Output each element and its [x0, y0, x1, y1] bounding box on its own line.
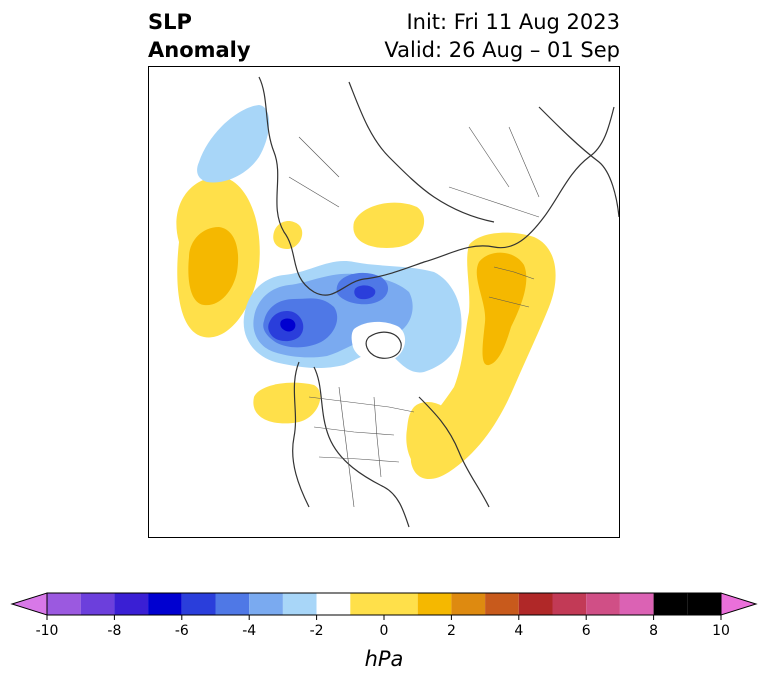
positive-anomaly-hudson: [273, 221, 303, 249]
valid-range: Valid: 26 Aug – 01 Sep: [384, 38, 620, 62]
colorbar-ticks: -10 -8 -6 -4 -2 0 2 4 6 8 10: [36, 615, 730, 639]
coastlines: [258, 76, 619, 528]
positive-anomaly-layer: [176, 177, 556, 480]
colorbar-tick-label: -8: [107, 623, 121, 639]
title-left: SLP Anomaly: [148, 8, 251, 64]
colorbar-tick-label: -4: [242, 623, 256, 639]
map-panel: [148, 66, 620, 538]
colorbar-segment: [316, 593, 351, 615]
positive-anomaly-siberia-core: [476, 252, 527, 366]
colorbar-segment: [47, 593, 81, 615]
title-right: Init: Fri 11 Aug 2023 Valid: 26 Aug – 01…: [384, 8, 620, 64]
positive-anomaly-nepac: [253, 382, 321, 424]
colorbar-segment: [249, 593, 283, 615]
title-field-name: SLP: [148, 10, 192, 34]
colorbar-tick-label: 6: [582, 623, 591, 639]
colorbar-segment: [619, 593, 654, 615]
init-date: Init: Fri 11 Aug 2023: [406, 10, 620, 34]
colorbar-segment: [282, 593, 317, 615]
colorbar-segment: [148, 593, 182, 615]
colorbar-tick-label: 0: [380, 623, 389, 639]
colorbar-tick-label: 2: [447, 623, 456, 639]
colorbar-tick-label: -10: [36, 623, 59, 639]
colorbar-unit-label: hPa: [364, 647, 404, 671]
colorbar-segment: [215, 593, 250, 615]
colorbar-tick-label: 4: [514, 623, 523, 639]
colorbar-segment: [518, 593, 553, 615]
negative-anomaly-alaska-gulf: [197, 105, 270, 183]
negative-anomaly-center: [280, 318, 296, 332]
colorbar-segment: [350, 593, 418, 615]
colorbar-segment: [653, 593, 688, 615]
colorbar-segment: [586, 593, 620, 615]
colorbar: -10 -8 -6 -4 -2 0 2 4 6 8 10: [10, 592, 758, 639]
anomaly-map: [176, 76, 619, 528]
colorbar-segment: [114, 593, 149, 615]
negative-anomaly-layer: [197, 105, 462, 373]
political-borders: [288, 126, 540, 508]
negative-anomaly-arctic-l4b: [354, 285, 376, 300]
colorbar-segment: [687, 593, 721, 615]
colorbar-tick-label: 8: [649, 623, 658, 639]
colorbar-segment: [80, 593, 115, 615]
colorbar-segment: [451, 593, 486, 615]
negative-anomaly-hole: [351, 321, 406, 363]
colorbar-segment: [417, 593, 452, 615]
colorbar-extend-low: [10, 592, 48, 616]
colorbar-segment: [485, 593, 519, 615]
colorbar-extend-high: [720, 592, 758, 616]
colorbar-tick-label: -2: [310, 623, 324, 639]
positive-anomaly-pacific-core: [188, 227, 239, 306]
positive-anomaly-europe: [353, 202, 425, 248]
colorbar-segments: [10, 592, 758, 616]
title-field-kind: Anomaly: [148, 38, 251, 62]
colorbar-tick-label: 10: [712, 623, 730, 639]
colorbar-tick-label: -6: [175, 623, 189, 639]
colorbar-segment: [181, 593, 216, 615]
colorbar-segment: [552, 593, 587, 615]
positive-anomaly-eastasia: [406, 402, 455, 469]
